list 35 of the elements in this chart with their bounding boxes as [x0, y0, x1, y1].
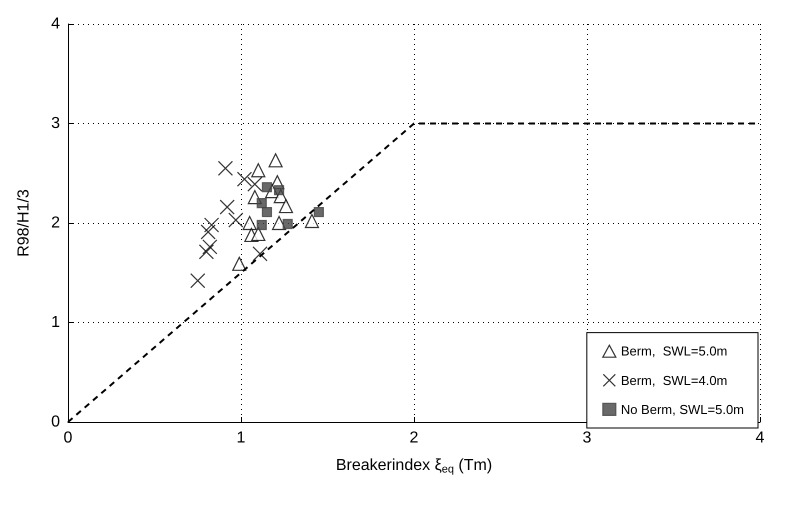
y-tick-label: 3: [51, 115, 60, 132]
point: [247, 176, 262, 192]
y-axis-title: R98/H1/3: [16, 189, 32, 257]
point: [232, 256, 246, 271]
x-tick-label: 1: [236, 430, 246, 446]
point: [256, 220, 267, 230]
y-tick-label: 2: [51, 214, 60, 232]
point: [242, 216, 257, 230]
legend-label: Berm, SWL=4.0m: [620, 372, 728, 388]
point: [268, 153, 283, 168]
point: [278, 198, 294, 214]
point: [282, 218, 293, 230]
point: [252, 246, 268, 262]
x-tick-label: 2: [410, 430, 419, 446]
y-tick-label: 0: [51, 414, 60, 430]
legend-label: No Berm, SWL=5.0m: [620, 402, 744, 417]
point: [204, 217, 220, 233]
point: [314, 206, 324, 218]
point: [274, 185, 284, 196]
point: [251, 163, 266, 178]
x-tick-label: 3: [582, 430, 592, 446]
point: [228, 212, 244, 228]
x-tick-label: 0: [64, 430, 73, 446]
point: [262, 206, 272, 218]
legend-label: Berm, SWL=5.0m: [620, 344, 728, 359]
point: [198, 244, 214, 260]
point: [190, 273, 206, 288]
point: [236, 172, 252, 187]
point: [256, 198, 267, 208]
y-tick-label: 1: [51, 314, 60, 331]
x-tick-label: 4: [756, 430, 765, 446]
point: [220, 199, 235, 215]
point: [304, 214, 320, 228]
point: [218, 160, 234, 176]
y-tick-label: 4: [51, 16, 60, 32]
